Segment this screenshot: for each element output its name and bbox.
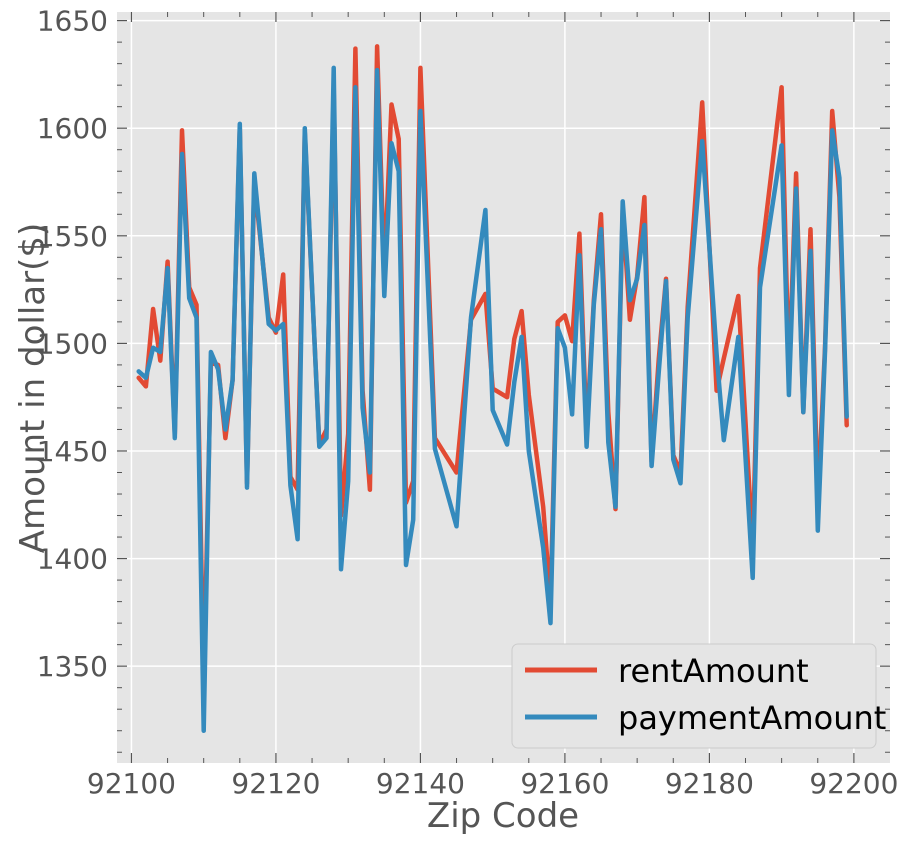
legend-label-rentAmount: rentAmount [618,652,809,690]
y-axis-title: Amount in dollar($) [13,223,53,553]
x-tick-label: 92120 [231,767,320,800]
y-tick-label: 1600 [37,112,108,145]
legend: rentAmount paymentAmount [512,644,886,748]
x-tick-label: 92200 [809,767,898,800]
y-tick-label: 1650 [37,5,108,38]
legend-label-paymentAmount: paymentAmount [618,699,886,737]
x-tick-label: 92180 [665,767,754,800]
x-tick-label: 92100 [87,767,176,800]
y-tick-label: 1350 [37,650,108,683]
x-axis-title: Zip Code [427,796,579,836]
